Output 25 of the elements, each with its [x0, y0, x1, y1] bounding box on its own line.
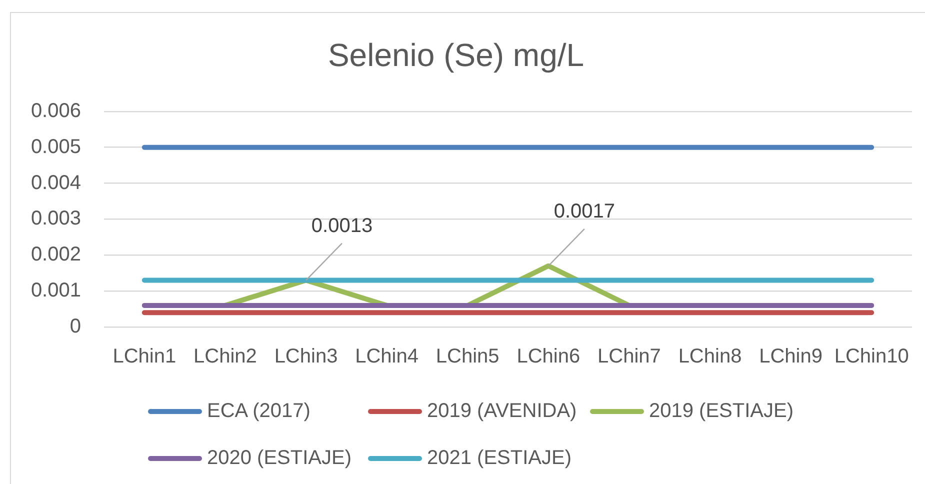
- data-label: 0.0013: [311, 214, 373, 237]
- y-tick-label: 0.004: [30, 172, 81, 194]
- x-tick-label: LChin6: [516, 346, 580, 368]
- y-tick-label: 0.003: [30, 208, 81, 230]
- x-tick-label: LChin5: [436, 346, 500, 368]
- y-tick-label: 0.005: [30, 136, 81, 158]
- legend-label: 2019 (ESTIAJE): [649, 399, 794, 423]
- x-tick-label: LChin9: [759, 346, 822, 368]
- legend-label: 2020 (ESTIAJE): [207, 446, 352, 470]
- legend-label: ECA (2017): [207, 399, 310, 423]
- y-tick-label: 0.001: [30, 280, 81, 302]
- legend-label: 2019 (AVENIDA): [427, 399, 577, 423]
- x-tick-label: LChin3: [274, 346, 338, 368]
- x-tick-label: LChin10: [834, 346, 909, 368]
- y-tick-label: 0: [70, 316, 81, 338]
- x-tick-label: LChin8: [678, 346, 742, 368]
- data-label: 0.0017: [554, 200, 615, 222]
- chart-title: Selenio (Se) mg/L: [328, 37, 584, 74]
- x-tick-label: LChin1: [112, 346, 176, 368]
- x-tick-label: LChin7: [598, 346, 661, 368]
- x-tick-label: LChin4: [355, 346, 418, 368]
- legend-label: 2021 (ESTIAJE): [427, 446, 572, 470]
- y-tick-label: 0.002: [30, 244, 81, 266]
- y-tick-label: 0.006: [30, 100, 81, 122]
- x-tick-label: LChin2: [194, 346, 257, 368]
